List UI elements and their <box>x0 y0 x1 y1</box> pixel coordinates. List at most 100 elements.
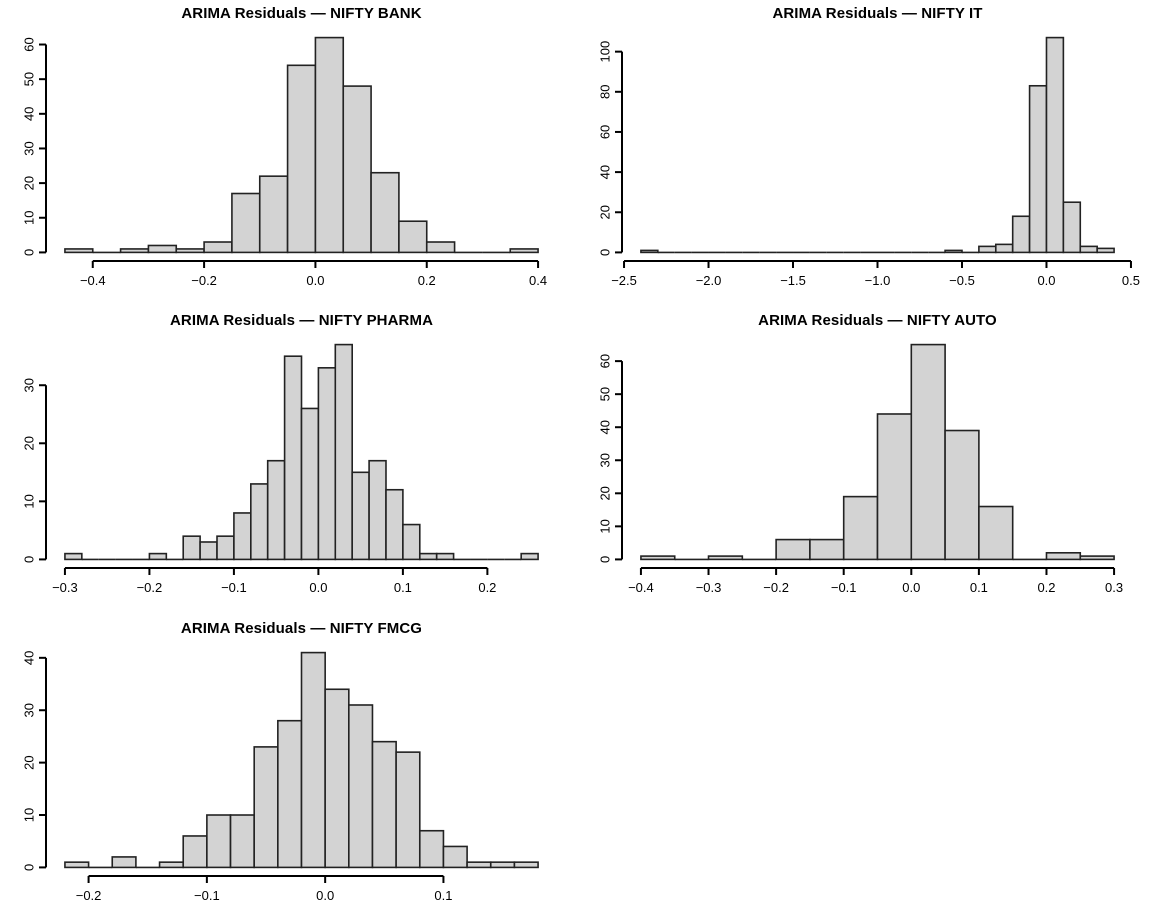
histogram-bar <box>1028 84 1048 254</box>
y-tick-label: 100 <box>598 41 613 63</box>
x-tick-label: 0.4 <box>529 273 547 288</box>
y-tick-label: 20 <box>22 176 37 190</box>
empty-panel <box>576 615 1152 922</box>
y-tick-label: 20 <box>22 755 37 769</box>
histogram-bar <box>775 539 811 561</box>
y-tick-label: 10 <box>22 807 37 821</box>
histogram-bar <box>1079 245 1098 254</box>
y-tick-label: 80 <box>598 85 613 99</box>
histogram-bar <box>402 524 421 561</box>
x-tick-label: −0.1 <box>831 580 857 595</box>
x-tick-label: −0.3 <box>696 580 722 595</box>
y-tick-label: 0 <box>22 556 37 563</box>
histogram-bar <box>876 413 913 561</box>
y-tick-label: 50 <box>598 387 613 401</box>
histogram-bar <box>203 241 233 254</box>
histogram-bar <box>910 344 946 561</box>
x-tick-label: 0.1 <box>434 888 452 903</box>
histogram-bar <box>809 539 845 561</box>
histogram-bar <box>317 367 337 561</box>
x-tick-label: −0.2 <box>763 580 789 595</box>
histogram-bar <box>1011 215 1031 254</box>
histogram-bar <box>395 750 421 868</box>
y-tick-label: 40 <box>598 165 613 179</box>
chart-title-nifty-auto: ARIMA Residuals — NIFTY AUTO <box>758 312 997 330</box>
histogram-bar <box>842 496 879 561</box>
histogram-bar <box>371 740 397 868</box>
histogram-bar <box>489 861 516 868</box>
histogram-bar <box>418 829 445 868</box>
x-tick-label: −0.4 <box>80 273 106 288</box>
y-tick-label: 60 <box>598 125 613 139</box>
y-tick-label: 30 <box>22 378 37 392</box>
histogram-bar <box>1045 552 1082 561</box>
panel-nifty-bank: ARIMA Residuals — NIFTY BANK −0.4 −0.2 0.0… <box>0 0 576 307</box>
histogram-bar <box>342 85 372 254</box>
histogram-bar <box>944 430 980 561</box>
x-tick-label: 0.0 <box>316 888 334 903</box>
x-tick-label: −0.4 <box>628 580 654 595</box>
histogram-bar <box>182 535 201 561</box>
histogram-bar <box>314 36 345 254</box>
histogram-nifty-pharma: −0.3 −0.2 −0.1 0.0 0.1 0.2 0 10 20 30 <box>22 344 539 595</box>
histogram-bar <box>147 244 178 254</box>
histogram-bar <box>425 241 456 254</box>
y-tick-label: 50 <box>22 72 37 86</box>
y-tick-label: 20 <box>598 205 613 219</box>
histogram-bar <box>398 220 428 254</box>
histogram-bar <box>509 248 539 254</box>
x-tick-label: −0.2 <box>191 273 217 288</box>
histogram-bar <box>158 861 185 868</box>
histogram-bar <box>266 460 286 561</box>
histogram-bar <box>253 745 279 868</box>
histogram-bar <box>233 512 252 561</box>
histogram-bar <box>64 861 90 868</box>
histogram-bar <box>944 249 963 254</box>
panel-nifty-it: ARIMA Residuals — NIFTY IT −2.5 −2.0 −1.5−… <box>576 0 1152 307</box>
histogram-bar <box>64 553 83 561</box>
y-tick-label: 10 <box>22 494 37 508</box>
y-tick-label: 30 <box>598 453 613 467</box>
y-tick-label: 0 <box>22 863 37 870</box>
x-tick-label: 0.2 <box>1037 580 1055 595</box>
x-tick-label: −2.0 <box>696 273 722 288</box>
histogram-nifty-fmcg: −0.2 −0.1 0.0 0.1 0 10 20 30 40 <box>22 650 539 903</box>
x-tick-label: 0.2 <box>478 580 496 595</box>
histogram-bar <box>418 553 438 561</box>
histogram-bar <box>300 651 326 868</box>
x-tick-label: −0.3 <box>52 580 78 595</box>
histogram-bar <box>351 471 370 561</box>
histogram-bar <box>250 483 269 561</box>
x-tick-label: −0.1 <box>221 580 247 595</box>
x-tick-label: −0.1 <box>194 888 220 903</box>
histogram-bar <box>182 834 208 868</box>
histogram-bar <box>286 64 317 254</box>
y-tick-label: 40 <box>22 650 37 664</box>
histogram-bar <box>216 535 235 561</box>
chart-title-nifty-it: ARIMA Residuals — NIFTY IT <box>772 5 983 22</box>
histogram-nifty-bank: −0.4 −0.2 0.0 0.2 0.4 0 10 20 30 40 50 60 <box>22 36 547 288</box>
y-tick-label: 30 <box>22 141 37 155</box>
x-tick-label: 0.3 <box>1105 580 1123 595</box>
y-tick-label: 20 <box>22 436 37 450</box>
y-tick-label: 0 <box>598 556 613 563</box>
histogram-bar <box>277 719 303 868</box>
histogram-bar <box>640 249 659 254</box>
histogram-bar <box>1062 201 1082 254</box>
histogram-bar <box>206 813 232 868</box>
chart-title-nifty-bank: ARIMA Residuals — NIFTY BANK <box>181 5 422 22</box>
histogram-bar <box>513 861 539 868</box>
histogram-bar <box>370 171 400 254</box>
x-tick-label: −1.0 <box>865 273 891 288</box>
x-tick-label: 0.5 <box>1122 273 1140 288</box>
panel-nifty-auto: ARIMA Residuals — NIFTY AUTO −0.4 −0.3 −0.… <box>576 307 1152 614</box>
x-tick-label: −1.5 <box>780 273 806 288</box>
histogram-bar <box>442 845 468 868</box>
histogram-bar <box>368 460 387 561</box>
histogram-bar <box>258 175 289 254</box>
histogram-bar <box>348 703 374 868</box>
y-tick-label: 40 <box>22 107 37 121</box>
x-tick-label: −0.2 <box>76 888 102 903</box>
histogram-bar <box>435 553 455 561</box>
